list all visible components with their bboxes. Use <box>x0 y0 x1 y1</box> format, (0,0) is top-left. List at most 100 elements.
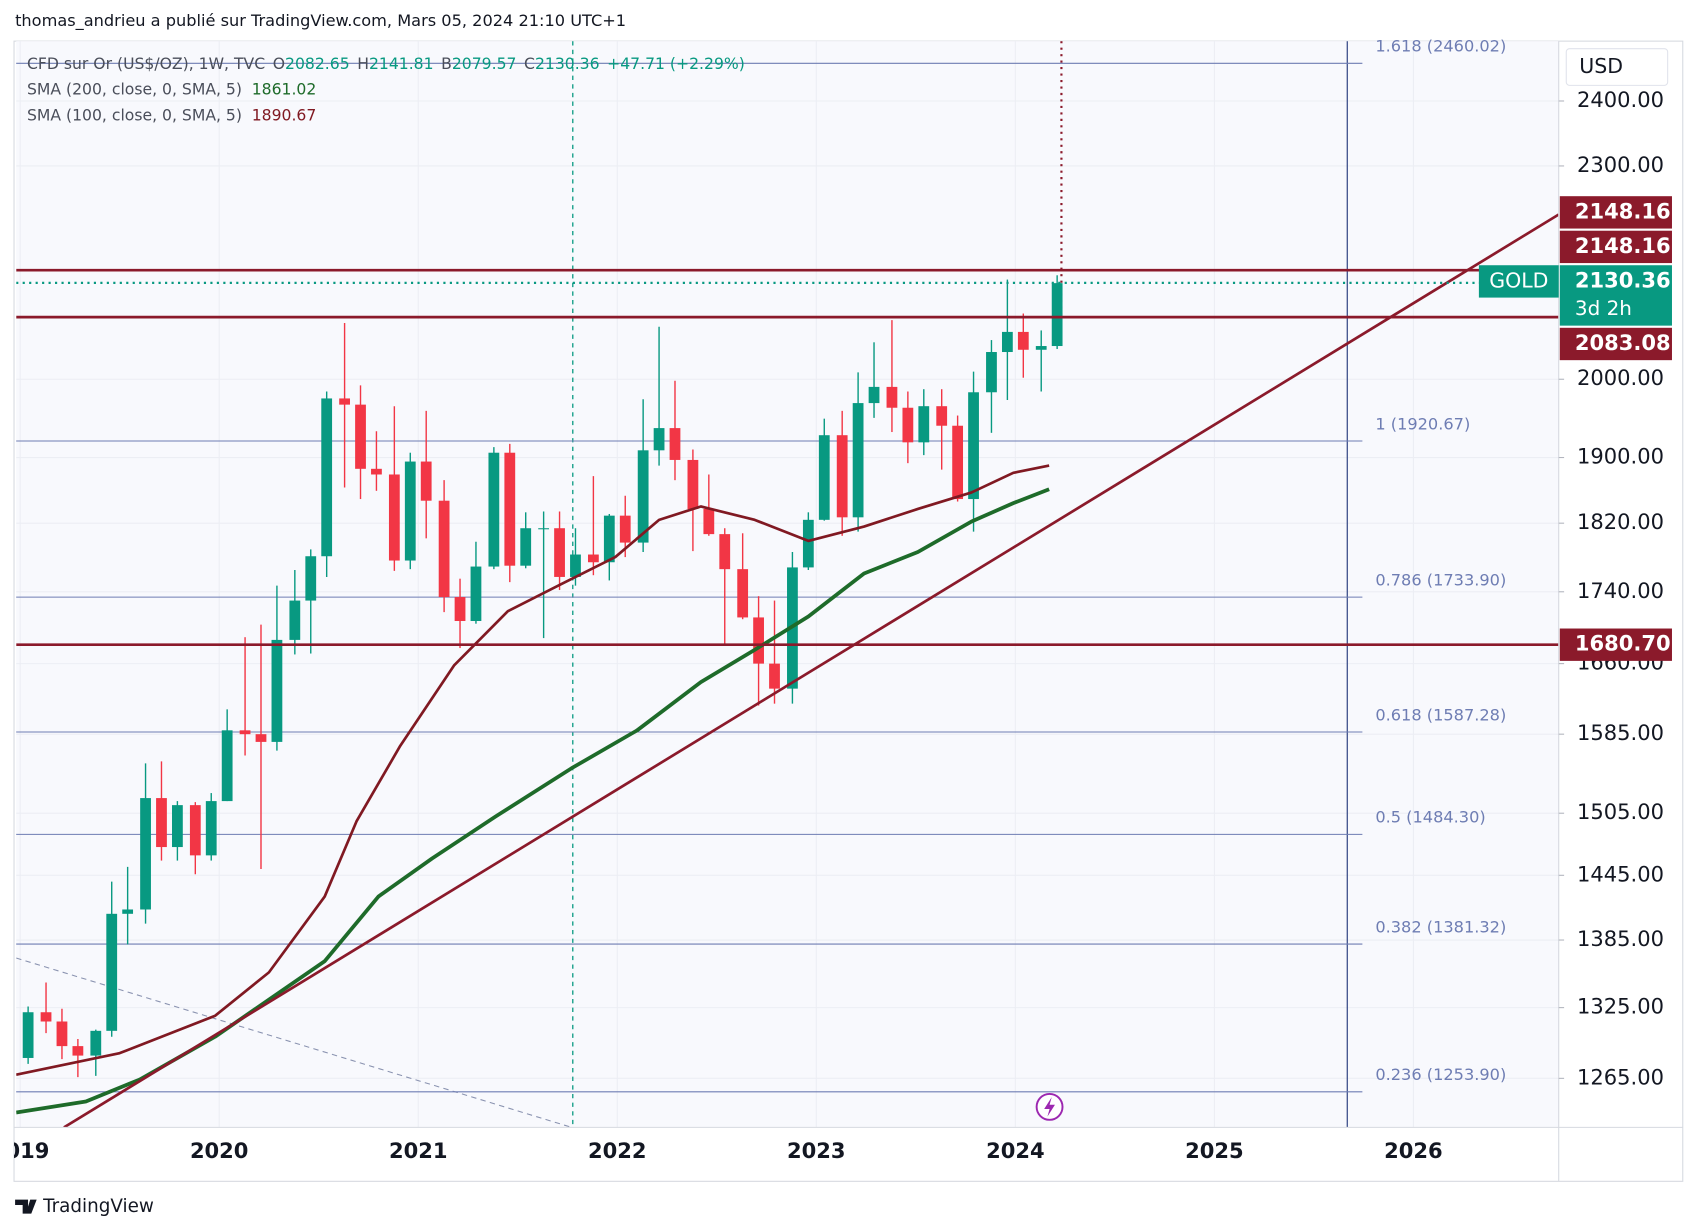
candle-body <box>470 566 482 622</box>
candle-body <box>404 461 416 561</box>
candle-body <box>769 663 780 689</box>
legend-ohlc-letter: B <box>441 53 452 72</box>
candle-body <box>371 468 382 475</box>
price-label-box <box>1559 628 1672 661</box>
logo-mark <box>15 1199 37 1214</box>
candle-body <box>140 798 151 910</box>
candle-body <box>321 398 333 557</box>
time-axis: 2019 2020 2021 2022 2023 2024 2025 2026 <box>14 1138 1443 1163</box>
legend-ohlc-value: 2130.36 <box>535 53 600 72</box>
price-label-box <box>1559 230 1672 264</box>
y-tick-label: 1265.00 <box>1577 1064 1664 1089</box>
icon-bolt <box>1044 1097 1055 1117</box>
candle-body <box>936 406 948 426</box>
y-tick-label: 1385.00 <box>1577 926 1664 951</box>
price-label-box <box>1559 327 1672 361</box>
countdown: 3d 2h <box>1575 296 1632 320</box>
candle-body <box>289 600 301 640</box>
candle-body <box>271 639 283 742</box>
y-tick-label: 2300.00 <box>1577 152 1664 177</box>
candle-body <box>802 519 814 568</box>
candles <box>22 275 1063 1078</box>
legend-ohlc-letter: C <box>524 53 535 72</box>
y-tick-label: 1445.00 <box>1577 861 1664 886</box>
lines <box>16 213 1559 1128</box>
legend-ohlc-value: 2082.65 <box>285 53 350 72</box>
legend-ohlc-letter: O <box>273 53 285 72</box>
currency-box[interactable] <box>1565 48 1669 86</box>
candle-body <box>719 534 731 570</box>
legend-ohlc-letter: H <box>357 53 369 72</box>
candle-body <box>239 730 251 735</box>
fib-label: 0.618 (1587.28) <box>1375 705 1506 724</box>
candle-body <box>221 730 233 802</box>
candle-body <box>420 461 432 501</box>
candle-body <box>172 805 183 848</box>
candle-body <box>968 392 979 500</box>
candle-body <box>388 474 400 561</box>
price-label-box <box>1559 265 1672 326</box>
legend-symbol: CFD sur Or (US$/OZ), 1W, TVC <box>27 53 265 72</box>
y-tick-label: 2400.00 <box>1577 87 1664 112</box>
candle-body <box>868 386 880 404</box>
candle-body <box>40 1012 52 1022</box>
legend-series: SMA (100, close, 0, SMA, 5) 1890.67 <box>27 105 316 124</box>
price-label: 2148.16 <box>1575 198 1671 223</box>
candle-body <box>669 428 681 460</box>
legend-series-value: 1890.67 <box>252 105 317 124</box>
footer: TradingView <box>42 1196 154 1217</box>
legend-series-value: 1861.02 <box>252 79 317 98</box>
candle-body <box>22 1012 34 1058</box>
candle-body <box>886 386 898 408</box>
fib-label: 0.382 (1381.32) <box>1375 917 1506 936</box>
footer-logo: TradingView <box>15 1196 154 1217</box>
x-tick-label: 2024 <box>986 1138 1045 1163</box>
candle-body <box>122 909 134 914</box>
candle-body <box>570 554 581 577</box>
candle-body <box>90 1030 102 1056</box>
drawings <box>16 41 1348 1128</box>
fib-label: 1 (1920.67) <box>1375 414 1470 433</box>
candle-body <box>687 459 699 509</box>
x-tick-label: 2025 <box>1185 1138 1244 1163</box>
candle-body <box>703 508 715 535</box>
candle-body <box>156 798 167 848</box>
candle-body <box>205 801 217 856</box>
candle-body <box>1035 346 1047 350</box>
candle-body <box>619 515 631 543</box>
candle-body <box>538 528 550 530</box>
y-tick-label: 1900.00 <box>1577 444 1664 469</box>
candle-body <box>72 1046 84 1056</box>
price-label: 2130.36 <box>1575 267 1671 292</box>
legend-series: SMA (200, close, 0, SMA, 5) 1861.02 <box>27 79 316 98</box>
candle-body <box>737 569 749 618</box>
legend-ohlc-value: 2079.57 <box>452 53 517 72</box>
candle-body <box>1001 331 1013 353</box>
candle-body <box>56 1021 68 1047</box>
price-labels: 2148.16 2148.16 2130.36 3d 2h GOLD 2083.08 168… <box>1478 196 1672 661</box>
x-tick-label: 2021 <box>389 1138 448 1163</box>
candle-body <box>902 407 914 443</box>
fib-label: 1.618 (2460.02) <box>1375 37 1506 56</box>
currency: USD <box>1579 54 1623 78</box>
legend-series-name: SMA (100, close, 0, SMA, 5) <box>27 105 242 124</box>
x-tick-label: 2022 <box>588 1138 647 1163</box>
price-label-box <box>1559 196 1672 229</box>
candle-body <box>653 428 665 451</box>
x-tick-label: 2023 <box>787 1138 846 1163</box>
candle-body <box>818 435 830 520</box>
candle-body <box>504 452 516 566</box>
candle-body <box>753 617 764 664</box>
candle-body <box>305 556 317 601</box>
candle-body <box>836 435 848 518</box>
candle-body <box>1051 283 1063 347</box>
legend-change: +47.71 (+2.29%) <box>607 53 745 72</box>
legend-main: CFD sur Or (US$/OZ), 1W, TVC O2082.65 H214… <box>27 53 745 72</box>
y-tick-label: 1820.00 <box>1577 509 1664 534</box>
y-tick-label: 2000.00 <box>1577 365 1664 390</box>
fib-label: 0.5 (1484.30) <box>1375 808 1485 827</box>
candle-body <box>189 805 201 856</box>
candle-body <box>454 597 466 622</box>
